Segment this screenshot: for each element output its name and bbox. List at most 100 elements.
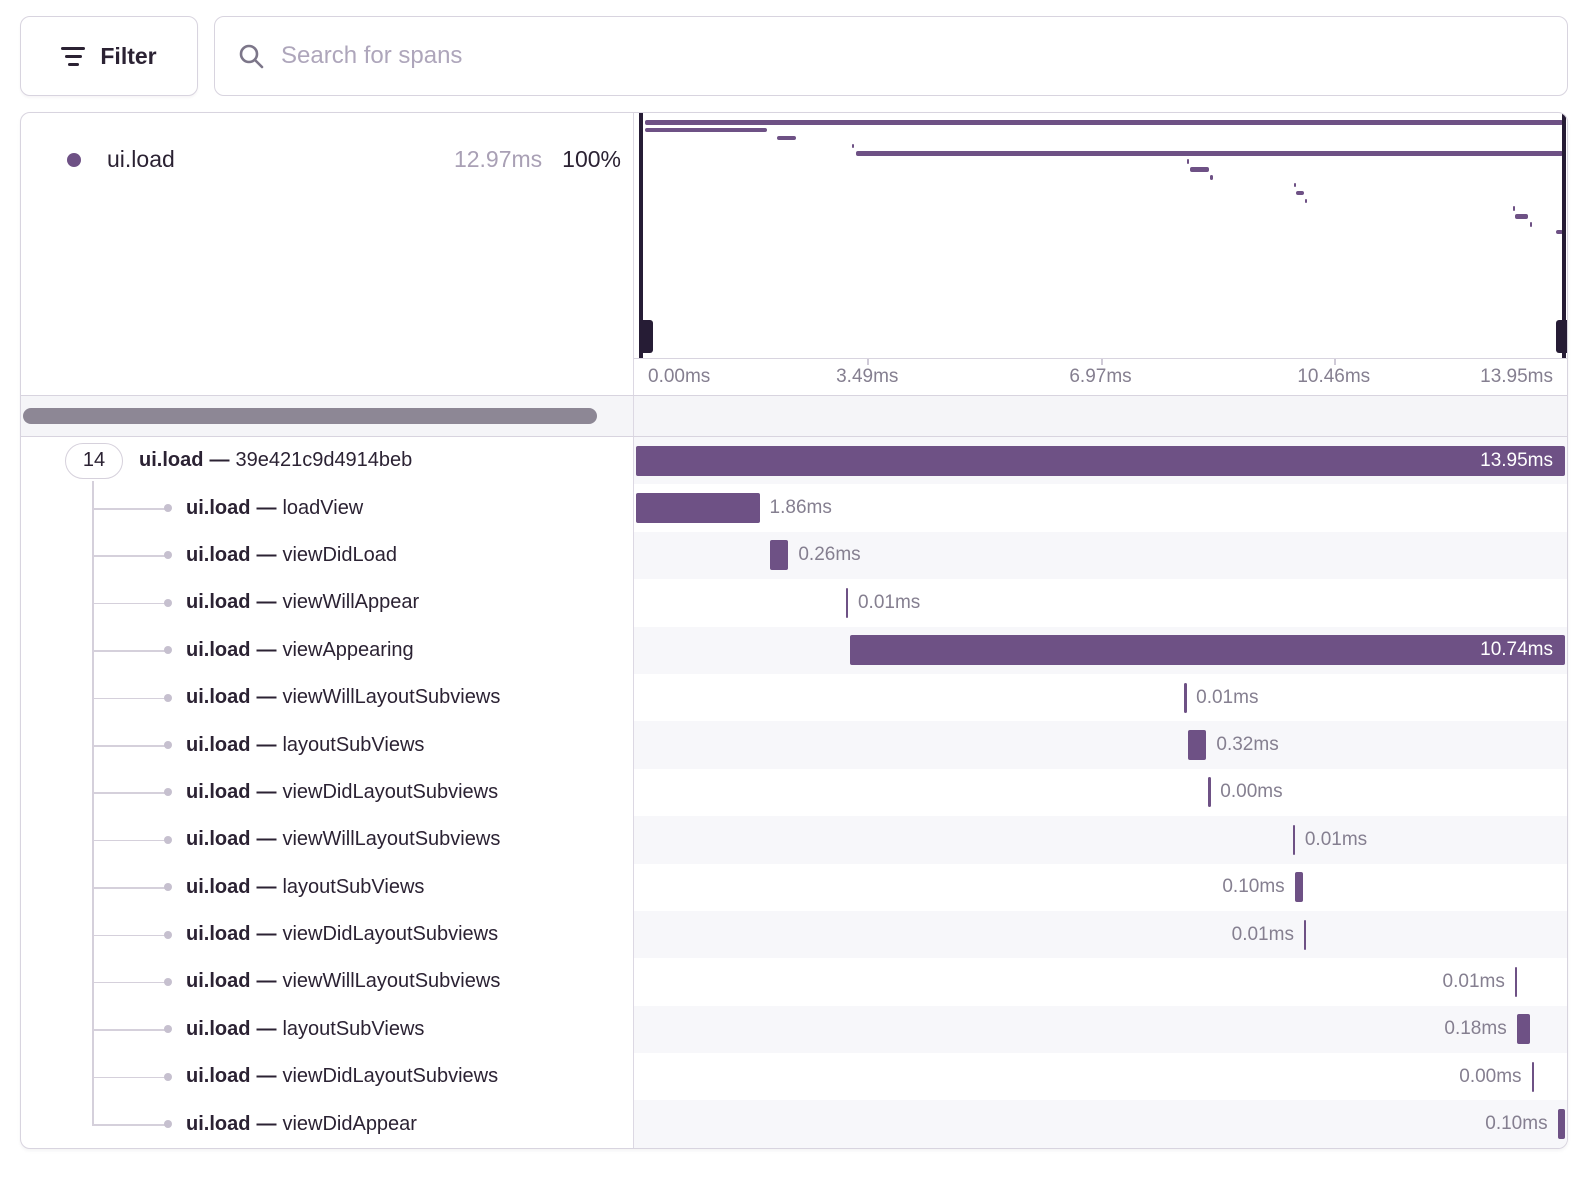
search-input[interactable] [281, 42, 1545, 70]
trace-panel: ui.load 12.97ms 100% 0.00ms 3.49ms 6.97ms 1… [20, 112, 1568, 1149]
minimap-right-handle[interactable] [1556, 113, 1567, 358]
span-row[interactable]: ui.load — loadView 1.86ms [21, 484, 1567, 532]
span-row-title-cell[interactable]: ui.load — viewAppearing [21, 626, 634, 674]
span-row-timeline-cell[interactable]: 0.01ms [634, 816, 1567, 864]
minimap-span-bar[interactable] [1513, 206, 1516, 211]
span-row[interactable]: ui.load — layoutSubViews 0.18ms [21, 1005, 1567, 1054]
span-row-title-cell[interactable]: ui.load — viewWillLayoutSubviews [21, 958, 634, 1006]
time-axis-row: 0.00ms 3.49ms 6.97ms 10.46ms 13.95ms [21, 358, 1567, 395]
span-row-title-cell[interactable]: ui.load — viewDidLayoutSubviews [21, 1053, 634, 1101]
span-row-title-cell[interactable]: ui.load — layoutSubViews [21, 863, 634, 911]
span-duration-bar[interactable] [636, 445, 1565, 476]
span-label: ui.load — viewDidAppear [186, 1113, 417, 1136]
span-row-timeline-cell[interactable]: 0.10ms [634, 864, 1567, 911]
minimap-span-bar[interactable] [1186, 159, 1189, 164]
minimap-span-bar[interactable] [1305, 198, 1308, 204]
span-row-timeline-cell[interactable]: 0.00ms [634, 1053, 1567, 1100]
span-row-title-cell[interactable]: ui.load — layoutSubViews [21, 721, 634, 769]
span-separator: — [256, 686, 277, 709]
span-row[interactable]: ui.load — layoutSubViews 0.32ms [21, 721, 1567, 769]
span-row[interactable]: 14 ui.load —39e421c9d4914beb 13.95ms [21, 437, 1567, 485]
minimap-span-bar[interactable] [1294, 182, 1297, 188]
span-op: ui.load [186, 1112, 251, 1135]
span-row-timeline-cell[interactable]: 1.86ms [634, 484, 1567, 531]
span-duration-label: 0.32ms [1216, 734, 1279, 756]
minimap-span-bar[interactable] [1555, 229, 1563, 235]
minimap-span-bar[interactable] [1190, 167, 1209, 172]
span-row-title-cell[interactable]: ui.load — viewWillAppear [21, 579, 634, 627]
span-duration-bar[interactable] [1208, 777, 1211, 808]
span-row[interactable]: ui.load — viewWillLayoutSubviews 0.01ms [21, 816, 1567, 864]
minimap-span-bar[interactable] [1515, 214, 1529, 219]
span-row-title-cell[interactable]: ui.load — viewDidAppear [21, 1100, 634, 1148]
minimap-left-handle[interactable] [639, 113, 653, 358]
span-label: ui.load — viewDidLayoutSubviews [186, 923, 498, 946]
span-row[interactable]: ui.load — viewDidLayoutSubviews 0.01ms [21, 910, 1567, 959]
span-duration-bar[interactable] [1184, 682, 1187, 713]
span-duration-bar[interactable] [1516, 1014, 1530, 1045]
minimap-span-bar[interactable] [1529, 222, 1532, 227]
axis-tick-mark [867, 359, 870, 365]
minimap-span-bar[interactable] [645, 127, 768, 133]
span-row-timeline-cell[interactable]: 0.01ms [634, 579, 1567, 626]
span-row[interactable]: ui.load — viewWillLayoutSubviews 0.01ms [21, 673, 1567, 722]
child-count-badge[interactable]: 14 [65, 442, 123, 479]
span-row-timeline-cell[interactable]: 13.95ms [634, 437, 1567, 485]
span-row[interactable]: ui.load — viewAppearing 10.74ms [21, 626, 1567, 674]
span-row-timeline-cell[interactable]: 0.01ms [634, 958, 1567, 1005]
filter-button[interactable]: Filter [20, 16, 198, 96]
span-row-timeline-cell[interactable]: 10.74ms [634, 626, 1567, 674]
minimap-span-bar[interactable] [777, 135, 796, 141]
legend-duration: 12.97ms [453, 146, 543, 172]
span-row-title-cell[interactable]: 14 ui.load —39e421c9d4914beb [21, 437, 634, 485]
span-row[interactable]: ui.load — viewDidLayoutSubviews 0.00ms [21, 768, 1567, 817]
minimap-span-bar[interactable] [852, 143, 855, 149]
minimap-right-grip[interactable] [1556, 320, 1567, 353]
span-row-title-cell[interactable]: ui.load — viewWillLayoutSubviews [21, 673, 634, 722]
minimap-span-bar[interactable] [1295, 190, 1305, 196]
span-row-timeline-cell[interactable]: 0.26ms [634, 531, 1567, 580]
span-row-timeline-cell[interactable]: 0.01ms [634, 674, 1567, 721]
span-duration-bar[interactable] [1557, 1109, 1565, 1140]
span-row-timeline-cell[interactable]: 0.01ms [634, 910, 1567, 959]
minimap-left-grip[interactable] [639, 320, 653, 353]
span-row-timeline-cell[interactable]: 0.18ms [634, 1005, 1567, 1054]
span-duration-bar[interactable] [1294, 872, 1304, 903]
span-timeline: 0.01ms [636, 958, 1565, 1005]
minimap-span-bar[interactable] [856, 151, 1563, 156]
span-row-timeline-cell[interactable]: 0.32ms [634, 721, 1567, 769]
span-row-title-cell[interactable]: ui.load — viewDidLoad [21, 531, 634, 580]
minimap[interactable] [634, 113, 1567, 358]
minimap-span-bar[interactable] [645, 120, 1563, 125]
span-duration-bar[interactable] [1187, 730, 1207, 761]
span-op: ui.load [186, 686, 251, 709]
span-row-title-cell[interactable]: ui.load — layoutSubViews [21, 1005, 634, 1054]
span-row-title-cell[interactable]: ui.load — loadView [21, 484, 634, 532]
tree-node-dot [164, 1120, 172, 1129]
span-row[interactable]: ui.load — viewDidAppear 0.10ms [21, 1100, 1567, 1148]
span-separator: — [256, 638, 277, 661]
span-row[interactable]: ui.load — viewWillAppear 0.01ms [21, 579, 1567, 627]
span-duration-bar[interactable] [1514, 966, 1518, 997]
span-duration-bar[interactable] [636, 493, 760, 524]
span-row-title-cell[interactable]: ui.load — viewDidLayoutSubviews [21, 768, 634, 817]
span-duration-bar[interactable] [845, 587, 849, 618]
span-duration-label: 0.18ms [1444, 1018, 1507, 1040]
span-duration-bar[interactable] [1303, 919, 1307, 950]
span-row-timeline-cell[interactable]: 0.10ms [634, 1100, 1567, 1148]
span-row-title-cell[interactable]: ui.load — viewWillLayoutSubviews [21, 816, 634, 864]
span-row[interactable]: ui.load — layoutSubViews 0.10ms [21, 863, 1567, 911]
span-duration-bar[interactable] [1292, 824, 1296, 855]
minimap-span-bar[interactable] [1210, 174, 1213, 180]
span-row-title-cell[interactable]: ui.load — viewDidLayoutSubviews [21, 910, 634, 959]
span-description: viewAppearing [282, 638, 414, 661]
span-row[interactable]: ui.load — viewDidLoad 0.26ms [21, 531, 1567, 580]
span-duration-bar[interactable] [849, 635, 1565, 666]
span-duration-bar[interactable] [769, 540, 789, 571]
scrollbar-thumb[interactable] [23, 408, 597, 424]
legend-row: ui.load 12.97ms 100% [21, 113, 633, 173]
span-row[interactable]: ui.load — viewWillLayoutSubviews 0.01ms [21, 958, 1567, 1006]
span-row-timeline-cell[interactable]: 0.00ms [634, 769, 1567, 816]
span-row[interactable]: ui.load — viewDidLayoutSubviews 0.00ms [21, 1053, 1567, 1101]
span-duration-bar[interactable] [1531, 1061, 1535, 1092]
